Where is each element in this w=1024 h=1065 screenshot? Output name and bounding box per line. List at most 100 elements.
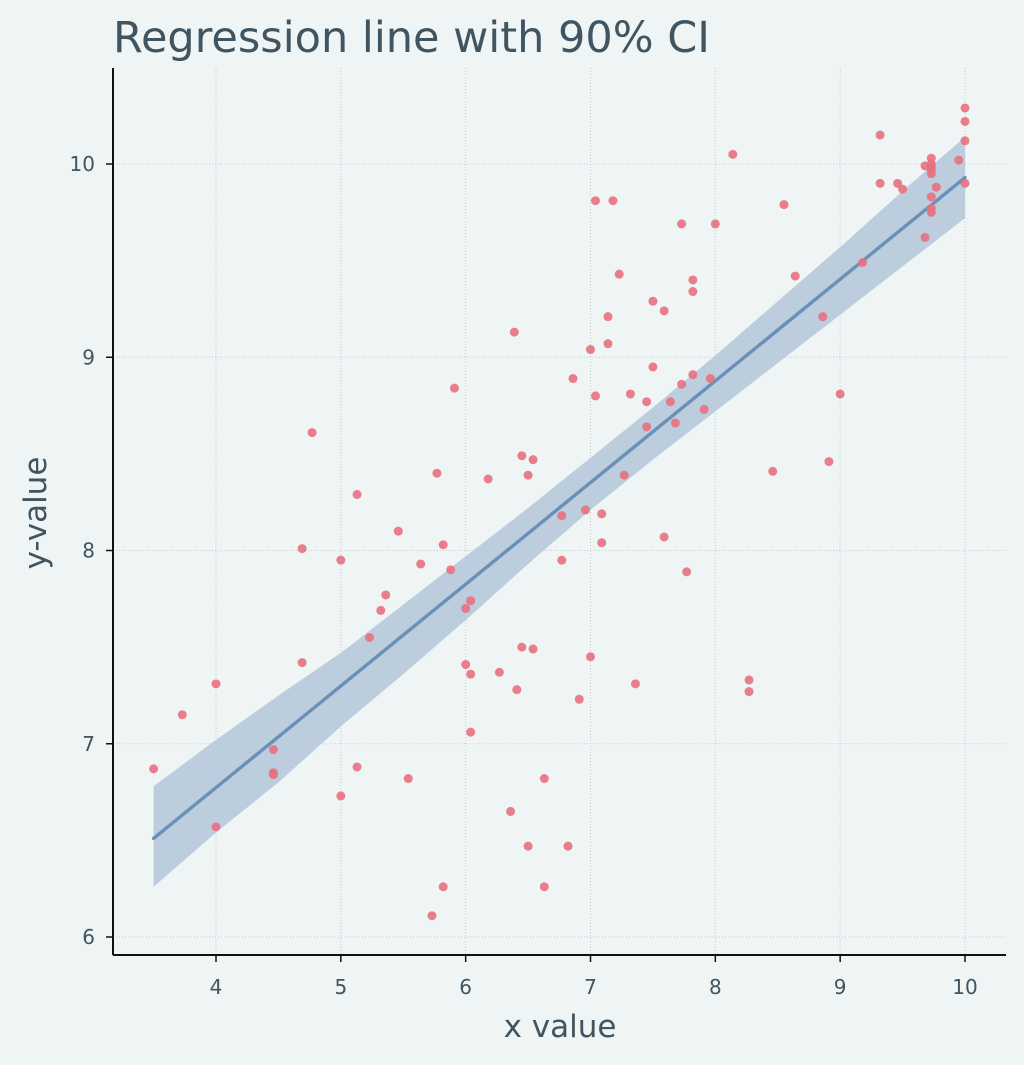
x-axis-label: x value	[504, 1009, 617, 1045]
scatter-point	[926, 207, 936, 217]
scatter-point	[597, 538, 607, 548]
y-tick-label: 8	[82, 539, 95, 563]
scatter-point	[376, 605, 386, 615]
scatter-point	[427, 911, 437, 921]
scatter-point	[665, 397, 675, 407]
scatter-point	[586, 652, 595, 662]
scatter-point	[590, 196, 600, 206]
scatter-point	[670, 418, 680, 428]
scatter-point-layer	[149, 103, 970, 921]
scatter-point	[557, 555, 567, 565]
scatter-point	[619, 470, 629, 480]
scatter-point	[586, 345, 595, 355]
scatter-point	[603, 312, 613, 322]
regression-line	[151, 175, 967, 841]
scatter-point	[381, 590, 391, 600]
scatter-point	[614, 269, 624, 279]
scatter-point	[688, 287, 698, 297]
scatter-point	[677, 379, 687, 389]
scatter-point	[297, 658, 307, 668]
scatter-point	[517, 642, 527, 652]
scatter-point	[728, 149, 738, 159]
scatter-point	[297, 544, 307, 554]
scatter-point	[416, 559, 426, 569]
regression-line-layer	[151, 175, 967, 841]
scatter-point	[920, 232, 930, 242]
scatter-point	[926, 169, 936, 179]
scatter-point	[818, 312, 828, 322]
y-tick-label: 9	[82, 345, 95, 369]
scatter-point	[688, 370, 698, 380]
scatter-point	[926, 192, 936, 202]
scatter-point	[211, 822, 221, 832]
scatter-point	[630, 679, 640, 689]
scatter-point	[461, 660, 471, 670]
scatter-point	[523, 841, 533, 851]
scatter-point	[931, 182, 941, 192]
scatter-point	[581, 505, 591, 515]
scatter-point	[779, 200, 789, 210]
scatter-point	[438, 540, 448, 550]
scatter-point	[590, 391, 600, 401]
x-tick-label: 7	[584, 975, 597, 999]
scatter-point	[446, 565, 456, 575]
scatter-point	[211, 679, 221, 689]
scatter-point	[682, 567, 692, 577]
scatter-point	[608, 196, 618, 206]
axis-layer: 4 5 6 7 8 9 10 6 7 8 9 10	[70, 68, 1006, 999]
scatter-point	[744, 675, 754, 685]
scatter-point	[438, 882, 448, 892]
scatter-point	[659, 306, 669, 316]
scatter-point	[466, 669, 476, 679]
scatter-point	[790, 271, 800, 281]
x-tick-label: 6	[459, 975, 472, 999]
scatter-point	[642, 422, 652, 432]
scatter-point	[603, 339, 613, 349]
scatter-point	[568, 374, 578, 384]
scatter-point	[512, 685, 522, 695]
scatter-point	[574, 694, 584, 704]
scatter-point	[466, 727, 476, 737]
y-axis-label: y-value	[18, 457, 54, 570]
scatter-point	[352, 489, 362, 499]
confidence-band	[153, 136, 966, 887]
scatter-point	[648, 296, 658, 306]
scatter-point	[858, 258, 868, 268]
scatter-point	[517, 451, 527, 461]
scatter-point	[336, 555, 346, 565]
scatter-point	[898, 184, 908, 194]
x-tick-label: 10	[952, 975, 977, 999]
scatter-point	[393, 526, 403, 536]
scatter-point	[642, 397, 652, 407]
confidence-band-layer	[153, 136, 966, 887]
scatter-point	[768, 466, 778, 476]
scatter-point	[648, 362, 658, 372]
scatter-point	[506, 806, 516, 816]
scatter-point	[960, 116, 970, 126]
scatter-point	[557, 511, 567, 521]
scatter-point	[528, 455, 538, 465]
scatter-point	[960, 136, 970, 146]
scatter-point	[744, 687, 754, 697]
scatter-point	[352, 762, 362, 772]
x-tick-label: 9	[834, 975, 847, 999]
scatter-point	[960, 103, 970, 113]
scatter-point	[539, 774, 549, 784]
scatter-point	[307, 428, 317, 438]
chart-title: Regression line with 90% CI	[113, 13, 710, 63]
scatter-point	[710, 219, 720, 229]
scatter-point	[835, 389, 845, 399]
scatter-point	[177, 710, 187, 720]
scatter-point	[466, 596, 476, 606]
scatter-point	[149, 764, 159, 774]
scatter-point	[268, 745, 278, 755]
y-tick-label: 7	[82, 732, 95, 756]
x-tick-label: 5	[334, 975, 347, 999]
scatter-point	[699, 404, 709, 414]
scatter-point	[461, 603, 471, 613]
scatter-point	[705, 374, 715, 384]
scatter-point	[875, 178, 885, 188]
scatter-point	[659, 532, 669, 542]
